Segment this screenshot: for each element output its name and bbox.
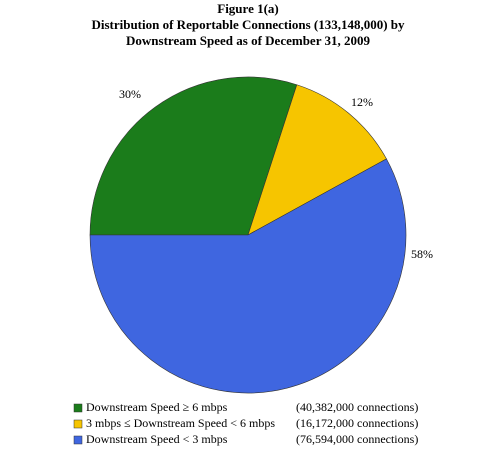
- chart-title: Figure 1(a): [217, 1, 279, 16]
- legend-label: Downstream Speed < 3 mbps: [86, 432, 228, 446]
- data-label: 58%: [411, 247, 433, 261]
- legend-note: (76,594,000 connections): [296, 432, 418, 446]
- legend-swatch: [73, 435, 83, 445]
- pie-slice: [89, 76, 298, 236]
- data-label: 30%: [119, 87, 141, 101]
- legend-swatch: [73, 403, 83, 413]
- chart-subtitle: Distribution of Reportable Connections (…: [91, 17, 405, 32]
- data-label: 12%: [351, 95, 373, 109]
- pie-slice: [89, 158, 407, 394]
- pie-slice: [247, 84, 387, 236]
- chart-subtitle: Downstream Speed as of December 31, 2009: [126, 33, 370, 48]
- legend-label: 3 mbps ≤ Downstream Speed < 6 mbps: [86, 416, 275, 430]
- legend-swatch: [73, 419, 83, 429]
- legend-note: (16,172,000 connections): [296, 416, 418, 430]
- legend-note: (40,382,000 connections): [296, 400, 418, 414]
- legend-label: Downstream Speed ≥ 6 mbps: [86, 400, 228, 414]
